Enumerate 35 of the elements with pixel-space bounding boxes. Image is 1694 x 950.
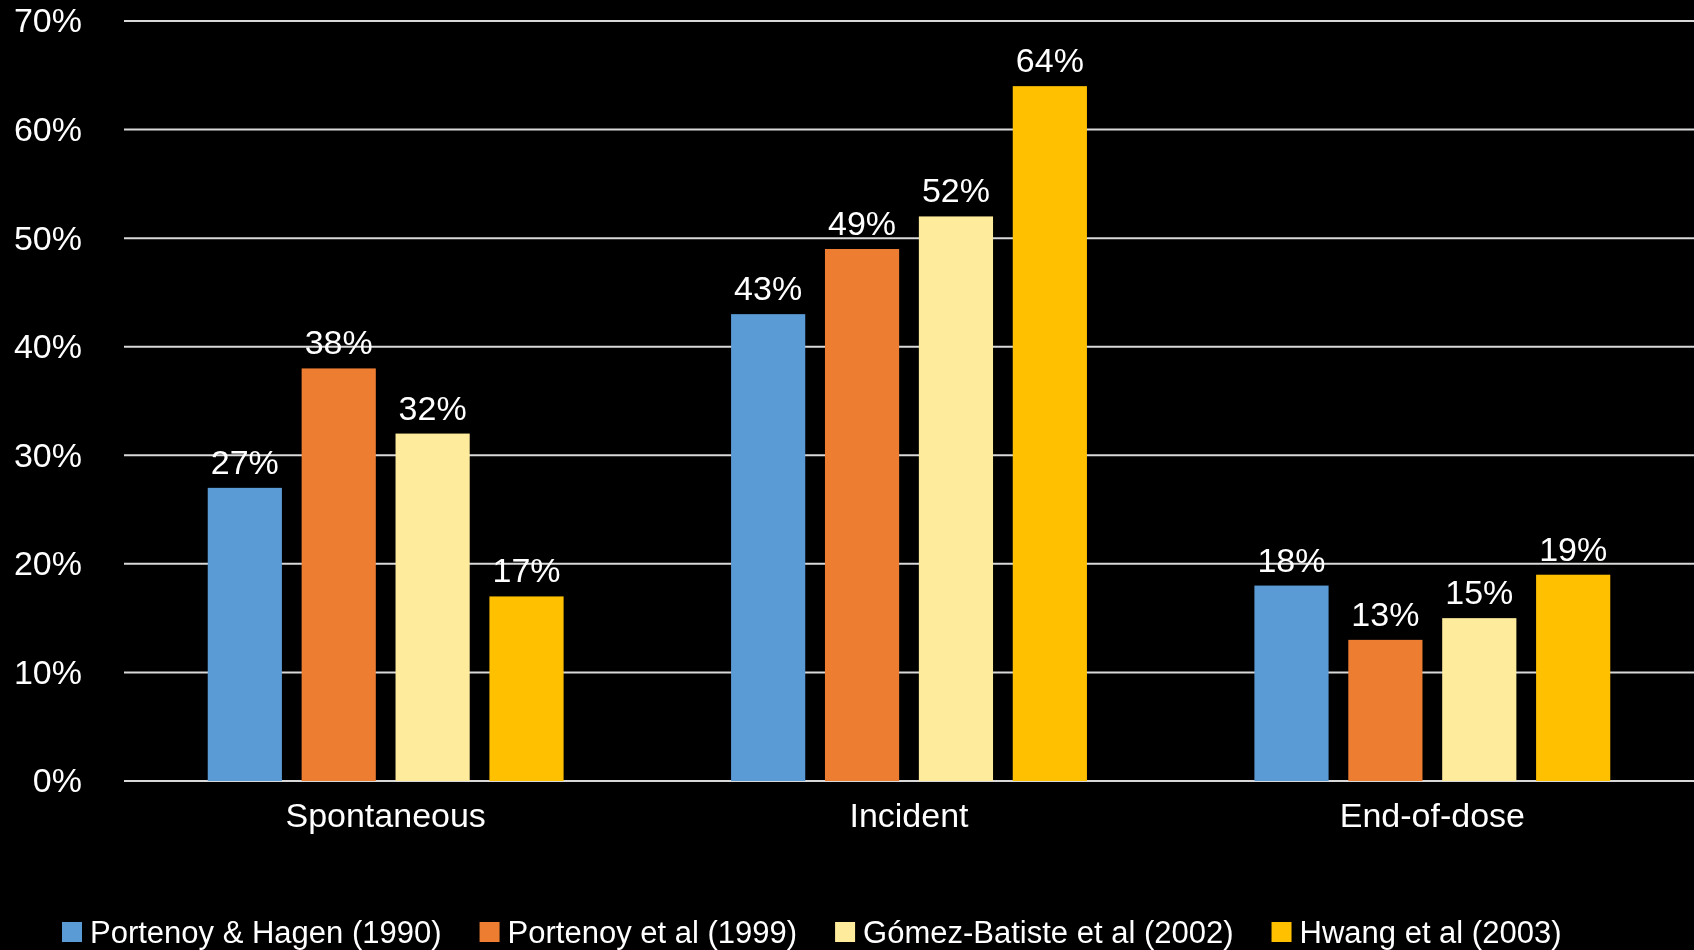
legend-label: Portenoy et al (1999) (507, 914, 798, 950)
x-tick-label: Spontaneous (285, 796, 486, 835)
bar (1254, 585, 1329, 781)
y-tick-label: 30% (13, 435, 82, 474)
bar (731, 314, 806, 781)
text: 15% (1445, 573, 1514, 612)
x-tick-label: Incident (849, 796, 970, 835)
legend-label: Portenoy & Hagen (1990) (90, 914, 442, 950)
y-tick-label: 20% (13, 544, 82, 583)
bar (1012, 86, 1087, 781)
text: 32% (398, 388, 467, 427)
bar (207, 487, 282, 781)
text: 49% (828, 204, 897, 242)
legend-label: Hwang et al (2003) (1299, 914, 1562, 950)
bar (1442, 618, 1517, 781)
bar (918, 216, 994, 781)
y-tick-label: 50% (13, 218, 82, 257)
bar (301, 368, 376, 781)
text: 13% (1351, 594, 1420, 633)
text: 19% (1539, 529, 1608, 568)
text: 52% (921, 171, 990, 210)
x-tick-label: End-of-dose (1339, 796, 1525, 835)
y-tick-label: 10% (13, 652, 82, 691)
y-tick-label: 0% (32, 761, 82, 800)
legend-label: Gómez-Batiste et al (2002) (863, 914, 1234, 950)
text: 43% (734, 269, 803, 308)
bar (395, 433, 470, 781)
bar (1348, 639, 1423, 781)
y-tick-label: 70% (13, 1, 82, 40)
y-tick-label: 60% (13, 109, 82, 148)
text: 64% (1015, 41, 1084, 80)
y-tick-label: 40% (13, 327, 82, 366)
bar (824, 249, 900, 781)
bar (1536, 574, 1611, 781)
bar (489, 596, 564, 781)
